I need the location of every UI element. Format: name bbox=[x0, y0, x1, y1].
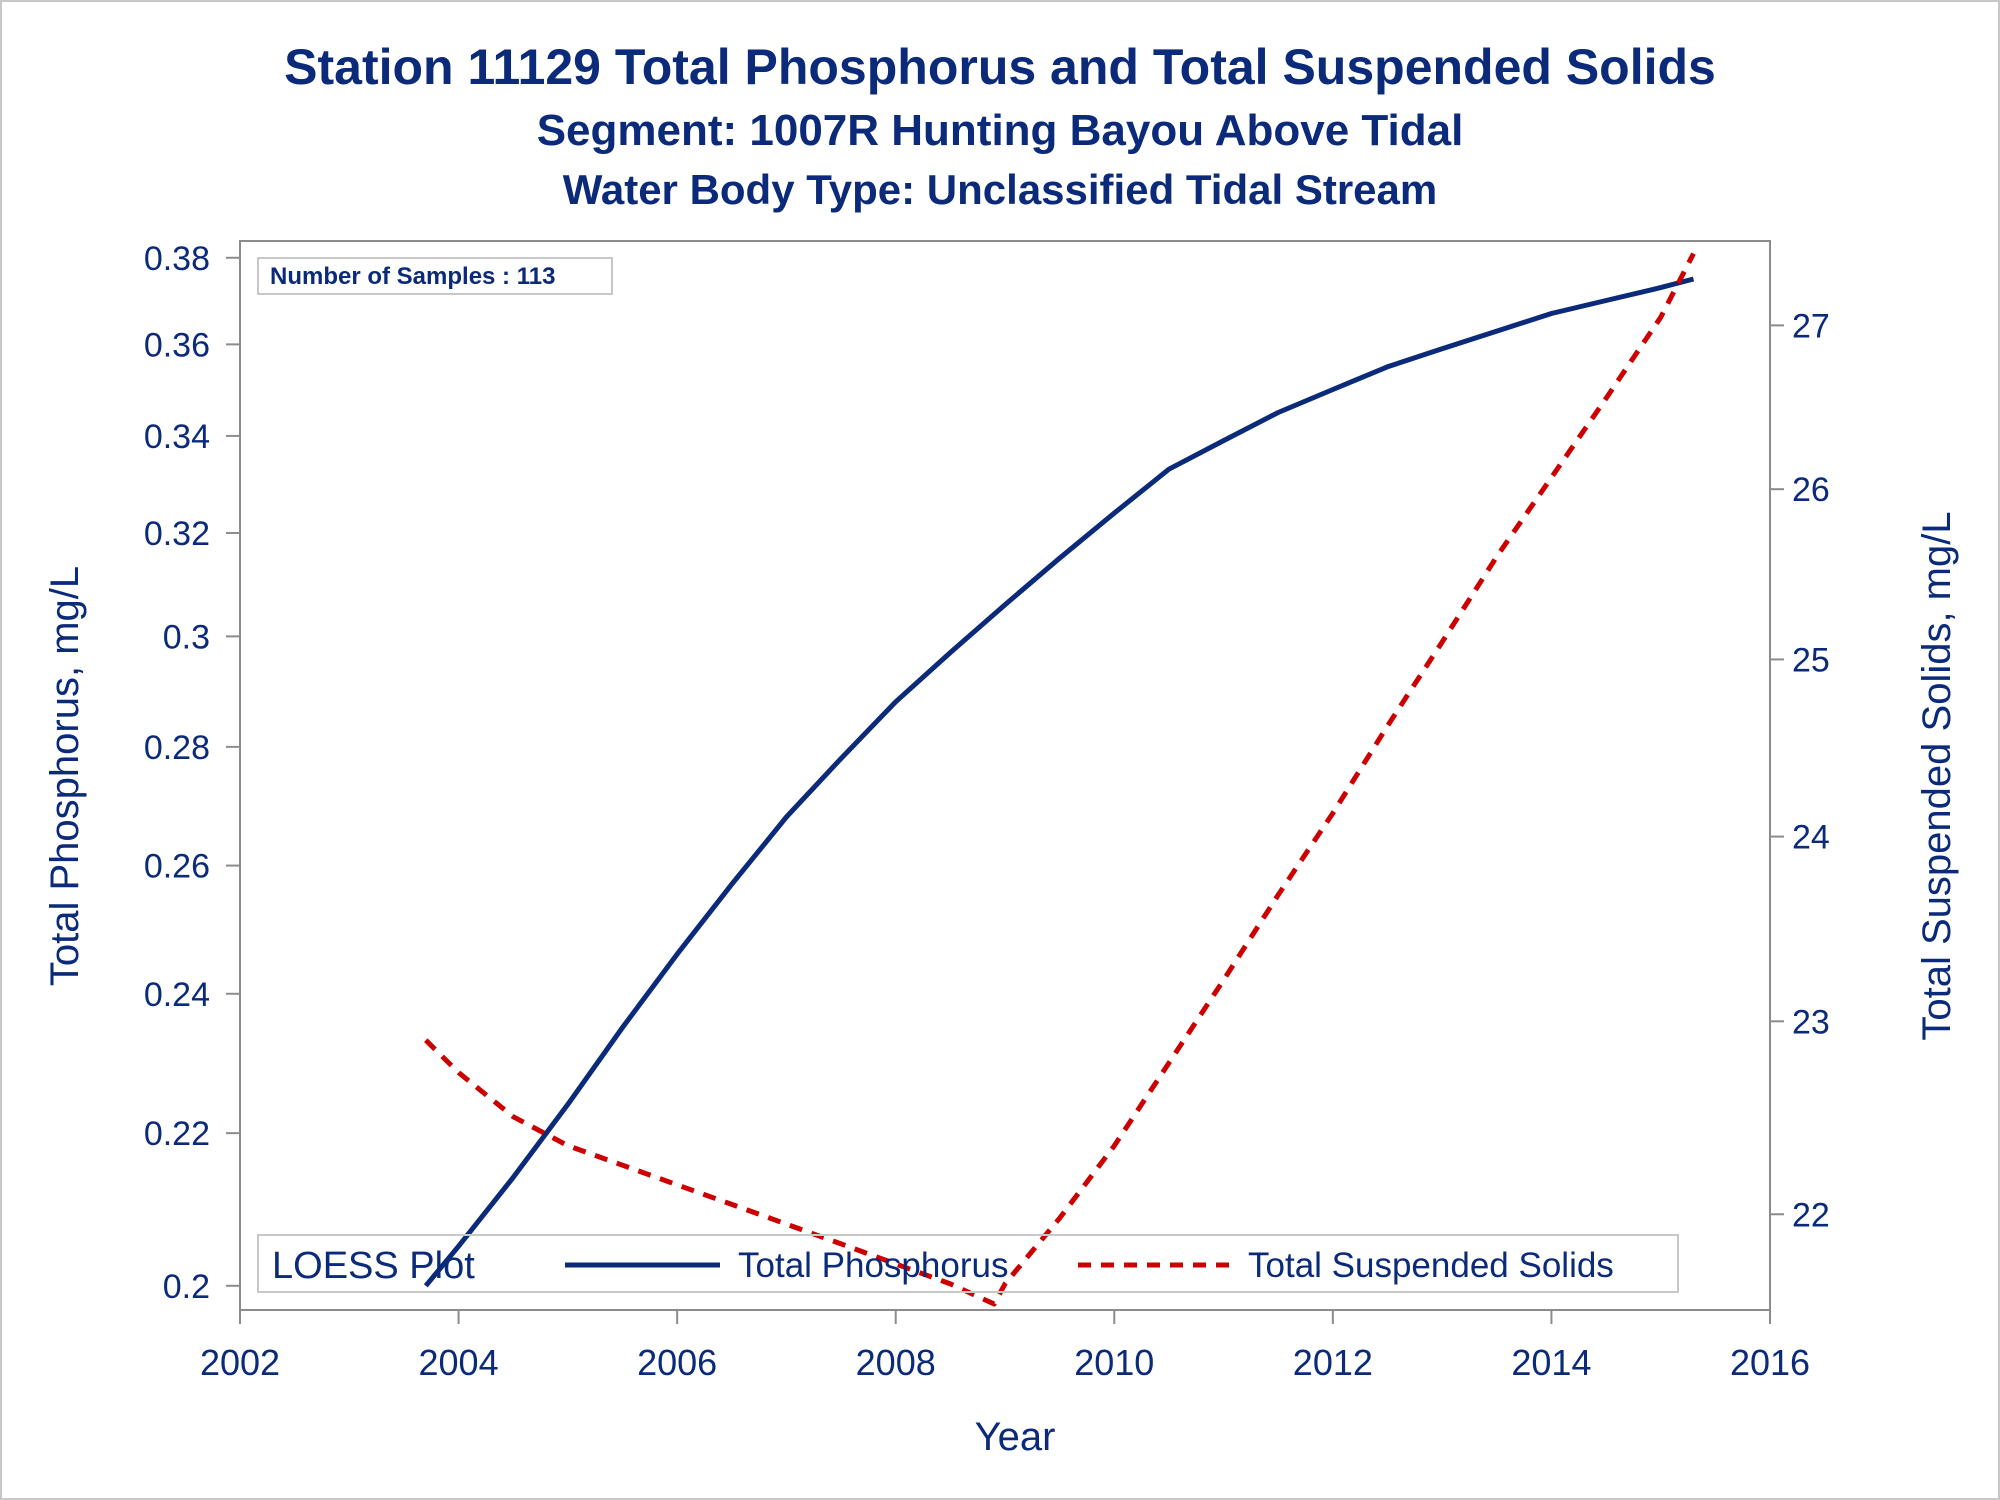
x-tick-label: 2012 bbox=[1293, 1342, 1373, 1383]
y-left-tick-label: 0.26 bbox=[144, 848, 210, 886]
y-left-tick-label: 0.34 bbox=[144, 418, 210, 456]
series-line-total-suspended-solids bbox=[424, 252, 1696, 1307]
y-left-tick-label: 0.28 bbox=[144, 729, 210, 767]
x-axis-label: Year bbox=[975, 1415, 1056, 1459]
legend-label-total-phosphorus: Total Phosphorus bbox=[738, 1246, 1008, 1285]
x-tick-label: 2002 bbox=[200, 1342, 280, 1383]
plot-area bbox=[239, 240, 1771, 1311]
y-left-tick-label: 0.22 bbox=[144, 1115, 210, 1153]
chart-subtitle-2: Water Body Type: Unclassified Tidal Stre… bbox=[562, 166, 1438, 213]
y-left-tick-label: 0.36 bbox=[144, 326, 210, 364]
y-right-axis-label: Total Suspended Solids, mg/L bbox=[1915, 511, 1959, 1040]
legend-title: LOESS Plot bbox=[272, 1245, 475, 1287]
y-right-tick-label: 22 bbox=[1792, 1196, 1830, 1234]
samples-annotation: Number of Samples : 113 bbox=[270, 263, 555, 290]
legend-box bbox=[257, 1234, 1679, 1293]
y-left-tick-label: 0.24 bbox=[144, 976, 210, 1014]
y-right-tick-label: 27 bbox=[1792, 307, 1830, 345]
y-left-tick-label: 0.3 bbox=[163, 618, 210, 656]
y-right-tick-label: 26 bbox=[1792, 471, 1830, 509]
chart-subtitle: Segment: 1007R Hunting Bayou Above Tidal bbox=[536, 106, 1464, 155]
y-left-axis-label: Total Phosphorus, mg/L bbox=[43, 566, 87, 986]
y-left-tick-label: 0.38 bbox=[144, 240, 210, 278]
x-tick-label: 2014 bbox=[1511, 1342, 1591, 1383]
y-right-tick-label: 23 bbox=[1792, 1003, 1830, 1041]
x-tick-label: 2006 bbox=[637, 1342, 717, 1383]
y-right-tick-label: 25 bbox=[1792, 641, 1830, 679]
y-left-tick-label: 0.2 bbox=[163, 1268, 210, 1306]
x-tick-label: 2016 bbox=[1730, 1342, 1810, 1383]
x-tick-label: 2004 bbox=[419, 1342, 499, 1383]
x-tick-label: 2010 bbox=[1074, 1342, 1154, 1383]
y-right-tick-label: 24 bbox=[1792, 819, 1830, 857]
samples-annotation-box bbox=[257, 257, 613, 295]
y-left-tick-label: 0.32 bbox=[144, 515, 210, 553]
series-line-total-phosphorus bbox=[423, 276, 1695, 1288]
legend-label-total-suspended-solids: Total Suspended Solids bbox=[1248, 1246, 1614, 1285]
x-tick-label: 2008 bbox=[856, 1342, 936, 1383]
chart-title: Station 11129 Total Phosphorus and Total… bbox=[284, 39, 1716, 95]
